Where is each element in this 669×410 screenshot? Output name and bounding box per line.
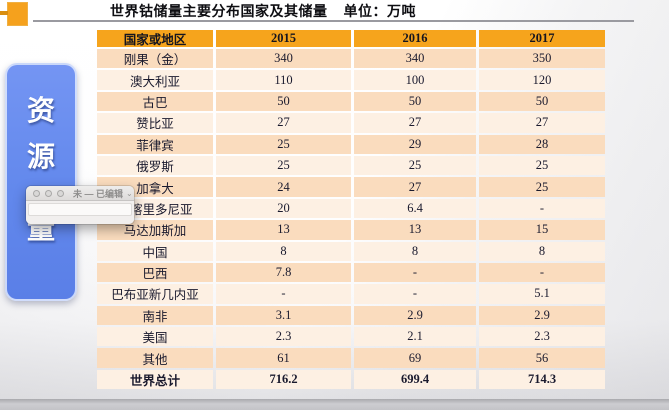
value-cell: 15 <box>479 220 605 240</box>
chevron-down-icon[interactable]: ⌄ <box>126 188 133 198</box>
value-cell: 50 <box>354 91 476 112</box>
value-cell: - <box>354 262 476 283</box>
mini-window-field[interactable] <box>28 203 132 216</box>
value-cell: 2.9 <box>479 305 605 326</box>
close-button[interactable] <box>33 189 40 197</box>
value-cell: 716.2 <box>216 369 351 390</box>
value-cell: - <box>216 284 351 304</box>
value-cell: 120 <box>479 70 605 90</box>
value-cell: 100 <box>354 70 476 90</box>
value-cell: 27 <box>479 113 605 133</box>
mini-window-body <box>26 201 134 224</box>
slide-accent-square <box>7 2 28 26</box>
value-cell: 3.1 <box>216 305 351 326</box>
value-cell: 699.4 <box>354 369 476 390</box>
value-cell: 50 <box>479 91 605 112</box>
value-cell: 5.1 <box>479 284 605 304</box>
zoom-button[interactable] <box>57 189 64 197</box>
country-cell: 俄罗斯 <box>97 155 213 176</box>
value-cell: 25 <box>216 155 351 176</box>
value-cell: 7.8 <box>216 262 351 283</box>
value-cell: 25 <box>354 155 476 176</box>
unit-label: 单位：万吨 <box>343 3 416 19</box>
column-header-2015: 2015 <box>216 30 351 47</box>
mini-window-title: 未 — 已编辑 <box>73 188 124 199</box>
value-cell: 714.3 <box>479 369 605 390</box>
sidebar-label-char: 源 <box>26 142 55 173</box>
country-cell: 其他 <box>97 348 213 368</box>
value-cell: 27 <box>216 113 351 133</box>
country-cell: 美国 <box>97 327 213 347</box>
value-cell: 27 <box>354 113 476 133</box>
value-cell: 28 <box>479 134 605 154</box>
slide-title-row: 世界钴储量主要分布国家及其储量 单位：万吨 <box>110 2 416 20</box>
value-cell: 350 <box>479 49 605 69</box>
value-cell: 61 <box>216 348 351 368</box>
value-cell: 56 <box>479 348 605 368</box>
value-cell: 8 <box>216 241 351 261</box>
value-cell: 25 <box>216 134 351 154</box>
value-cell: 2.1 <box>354 327 476 347</box>
value-cell: 25 <box>479 155 605 176</box>
value-cell: 8 <box>479 241 605 261</box>
value-cell: 24 <box>216 177 351 197</box>
country-cell: 中国 <box>97 241 213 261</box>
column-header-country: 国家或地区 <box>97 30 213 47</box>
value-cell: 2.9 <box>354 305 476 326</box>
column-header-2016: 2016 <box>354 30 476 47</box>
country-cell: 南非 <box>97 305 213 326</box>
slide-accent-stub <box>0 11 8 15</box>
value-cell: 50 <box>216 91 351 112</box>
value-cell: 13 <box>216 220 351 240</box>
title-underline <box>33 20 634 22</box>
country-cell: 马达加斯加 <box>97 220 213 240</box>
value-cell: 340 <box>354 49 476 69</box>
value-cell: 8 <box>354 241 476 261</box>
value-cell: 2.3 <box>479 327 605 347</box>
mini-window-titlebar[interactable]: 未 — 已编辑 ⌄ <box>26 186 134 201</box>
bottom-edge-bar <box>0 399 669 410</box>
column-header-2017: 2017 <box>479 30 605 47</box>
mini-window[interactable]: 未 — 已编辑 ⌄ <box>26 186 134 224</box>
value-cell: 25 <box>479 177 605 197</box>
country-cell: 世界总计 <box>97 369 213 390</box>
value-cell: 27 <box>354 177 476 197</box>
country-cell: 古巴 <box>97 91 213 112</box>
country-cell: 赞比亚 <box>97 113 213 133</box>
country-cell: 菲律宾 <box>97 134 213 154</box>
value-cell: 13 <box>354 220 476 240</box>
value-cell: - <box>354 284 476 304</box>
country-cell: 巴布亚新几内亚 <box>97 284 213 304</box>
page-title: 世界钴储量主要分布国家及其储量 <box>110 3 328 19</box>
value-cell: - <box>479 198 605 219</box>
minimize-button[interactable] <box>45 189 52 197</box>
value-cell: 110 <box>216 70 351 90</box>
value-cell: 20 <box>216 198 351 219</box>
value-cell: 6.4 <box>354 198 476 219</box>
value-cell: 340 <box>216 49 351 69</box>
reserves-table: 国家或地区 2015 2016 2017 刚果（金） 340 340 350 澳大利亚 1… <box>97 30 605 390</box>
country-cell: 刚果（金） <box>97 49 213 69</box>
value-cell: 29 <box>354 134 476 154</box>
country-cell: 澳大利亚 <box>97 70 213 90</box>
sidebar-resource-tab[interactable]: 资 源 量 <box>5 63 77 301</box>
sidebar-label-char: 资 <box>26 96 55 127</box>
value-cell: - <box>479 262 605 283</box>
country-cell: 巴西 <box>97 262 213 283</box>
value-cell: 69 <box>354 348 476 368</box>
value-cell: 2.3 <box>216 327 351 347</box>
